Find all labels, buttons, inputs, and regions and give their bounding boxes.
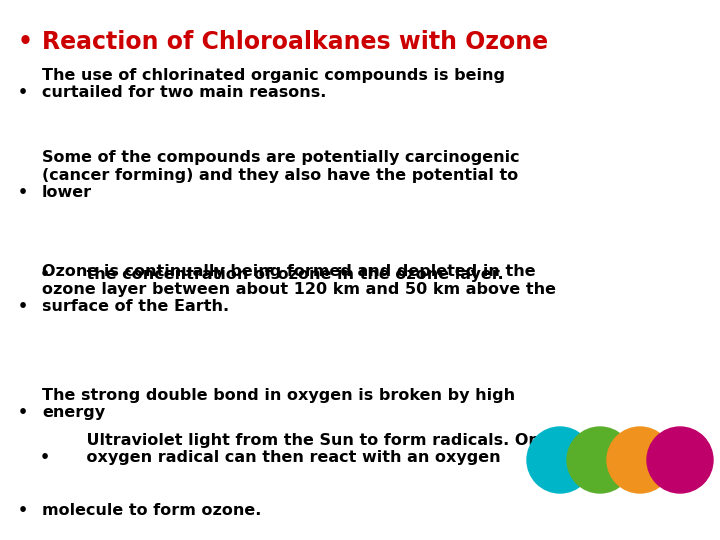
Text: The strong double bond in oxygen is broken by high
energy: The strong double bond in oxygen is brok… xyxy=(42,388,515,420)
Text: •: • xyxy=(40,267,50,282)
Text: Ozone is continually being formed and depleted in the
ozone layer between about : Ozone is continually being formed and de… xyxy=(42,264,556,314)
Text: The use of chlorinated organic compounds is being
curtailed for two main reasons: The use of chlorinated organic compounds… xyxy=(42,68,505,100)
Text: •: • xyxy=(18,185,28,200)
Circle shape xyxy=(647,427,713,493)
Text: Ultraviolet light from the Sun to form radicals. One
    oxygen radical can then: Ultraviolet light from the Sun to form r… xyxy=(64,433,551,465)
Circle shape xyxy=(567,427,633,493)
Text: Some of the compounds are potentially carcinogenic
(cancer forming) and they als: Some of the compounds are potentially ca… xyxy=(42,150,520,200)
Text: •: • xyxy=(18,503,28,518)
Circle shape xyxy=(527,427,593,493)
Text: •: • xyxy=(18,85,28,100)
Text: the concentration of ozone in the ozone layer.: the concentration of ozone in the ozone … xyxy=(64,267,503,282)
Text: •: • xyxy=(18,405,28,420)
Text: molecule to form ozone.: molecule to form ozone. xyxy=(42,503,261,518)
Text: •: • xyxy=(18,30,33,54)
Text: •: • xyxy=(40,450,50,465)
Text: •: • xyxy=(18,299,28,314)
Circle shape xyxy=(607,427,673,493)
Text: Reaction of Chloroalkanes with Ozone: Reaction of Chloroalkanes with Ozone xyxy=(42,30,548,54)
